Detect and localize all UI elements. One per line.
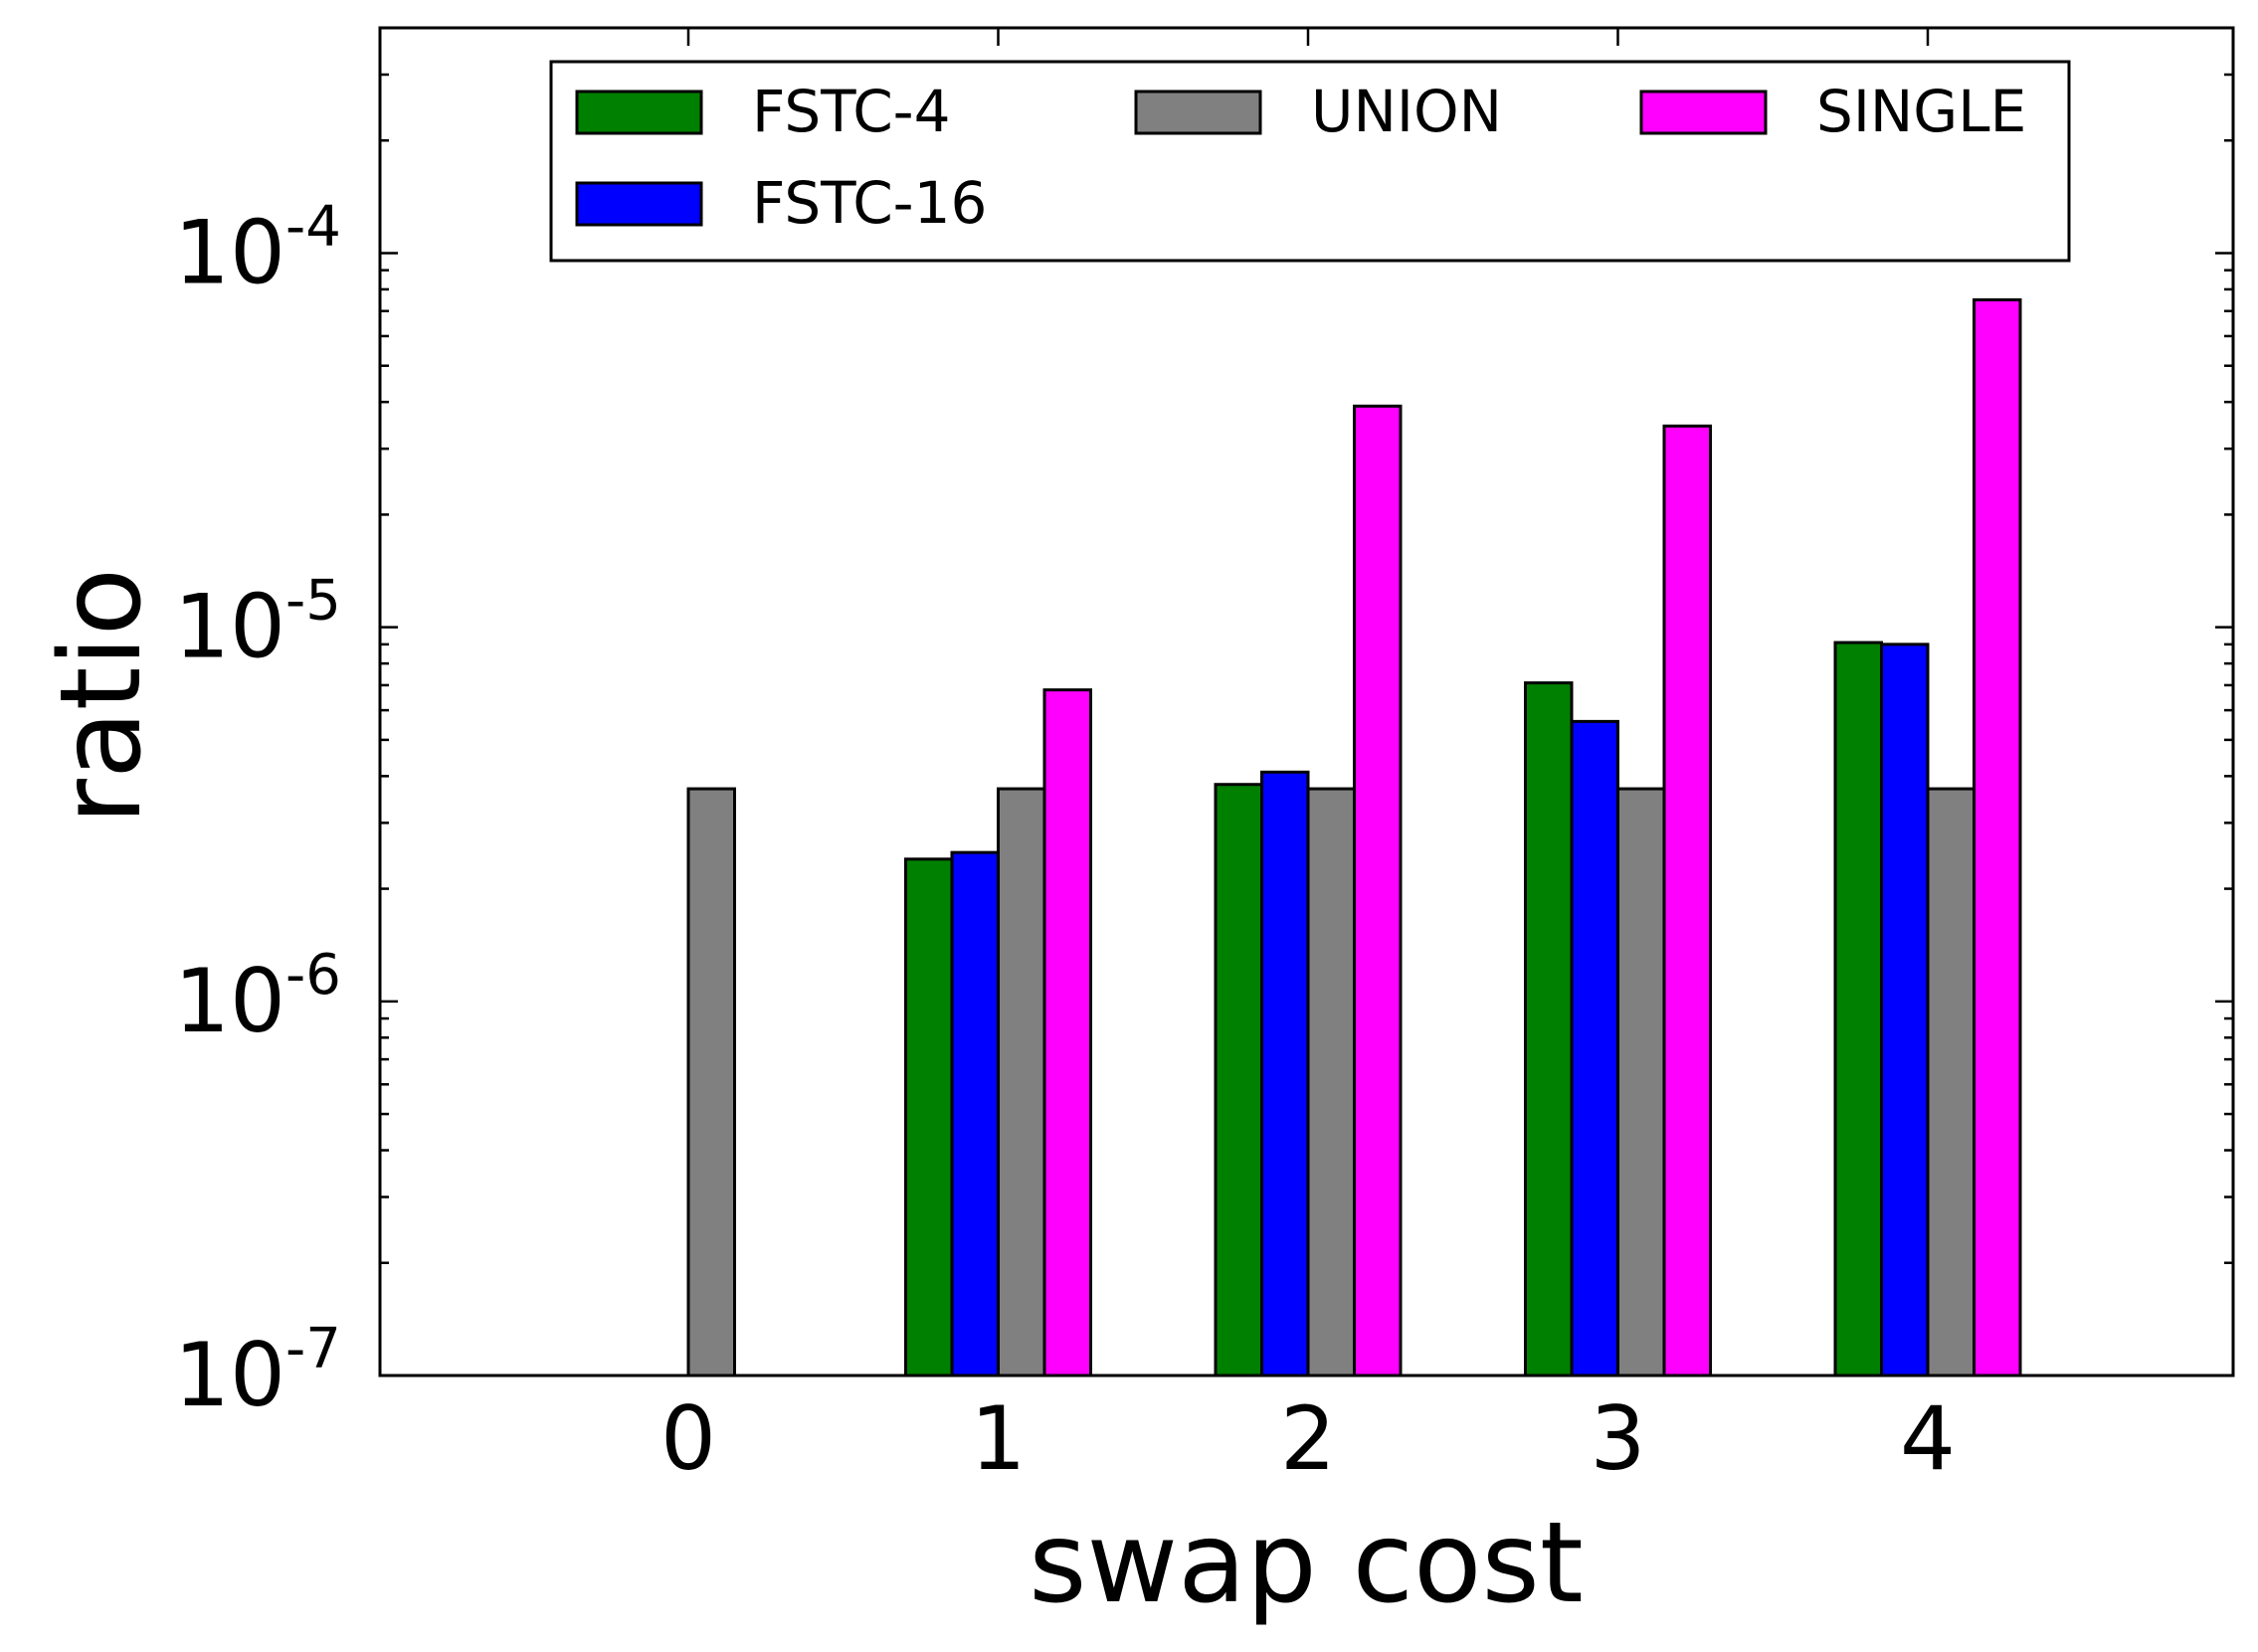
legend-label-fstc-4: FSTC-4 bbox=[752, 78, 951, 145]
legend-box bbox=[549, 60, 2071, 263]
plot-frame bbox=[378, 26, 2235, 1377]
bar-fstc-4-3 bbox=[1524, 681, 1574, 1377]
bar-fstc-16-3 bbox=[1570, 719, 1619, 1377]
x-tick-label-2: 2 bbox=[1280, 1387, 1336, 1490]
y-tick-label: 10-4 bbox=[174, 194, 341, 303]
legend-swatch-union bbox=[1134, 90, 1262, 135]
legend-label-single: SINGLE bbox=[1816, 78, 2026, 145]
y-axis-title: ratio bbox=[37, 568, 166, 825]
bar-union-1 bbox=[997, 787, 1046, 1377]
legend-swatch-fstc-16 bbox=[575, 181, 703, 227]
legend: FSTC-4 FSTC-16 UNION SINGLE bbox=[549, 60, 2071, 263]
bar-single-2 bbox=[1353, 404, 1403, 1377]
bar-fstc-4-2 bbox=[1214, 783, 1263, 1377]
bar-union-0 bbox=[686, 787, 736, 1377]
y-tick-label: 10-5 bbox=[174, 569, 341, 678]
legend-label-fstc-16: FSTC-16 bbox=[752, 169, 987, 237]
bar-union-4 bbox=[1926, 787, 1976, 1377]
bar-fstc-4-4 bbox=[1833, 641, 1883, 1377]
bar-single-4 bbox=[1973, 297, 2022, 1377]
y-tick-label: 10-6 bbox=[174, 943, 341, 1052]
legend-label-union: UNION bbox=[1311, 78, 1502, 145]
y-tick-labels: 10-7 10-6 10-5 10-4 bbox=[174, 194, 341, 1426]
x-tick-label-1: 1 bbox=[971, 1387, 1027, 1490]
ticks-group bbox=[380, 26, 2233, 1377]
x-tick-label-4: 4 bbox=[1900, 1387, 1956, 1490]
bar-union-3 bbox=[1616, 787, 1666, 1377]
x-tick-label-3: 3 bbox=[1591, 1387, 1646, 1490]
bar-fstc-4-1 bbox=[904, 857, 954, 1377]
x-tick-label-0: 0 bbox=[660, 1387, 716, 1490]
x-axis-title: swap cost bbox=[1029, 1499, 1584, 1628]
bar-single-3 bbox=[1662, 424, 1712, 1377]
legend-swatch-fstc-4 bbox=[575, 90, 703, 135]
bar-fstc-16-4 bbox=[1880, 642, 1930, 1377]
bars-group bbox=[686, 297, 2022, 1377]
x-tick-labels: 0 1 2 3 4 bbox=[660, 1387, 1956, 1490]
bar-fstc-16-2 bbox=[1260, 770, 1310, 1377]
y-tick-label: 10-7 bbox=[174, 1317, 341, 1426]
bar-fstc-16-1 bbox=[950, 850, 1000, 1377]
bar-union-2 bbox=[1306, 787, 1356, 1377]
bar-single-1 bbox=[1042, 688, 1092, 1377]
legend-swatch-single bbox=[1639, 90, 1768, 135]
